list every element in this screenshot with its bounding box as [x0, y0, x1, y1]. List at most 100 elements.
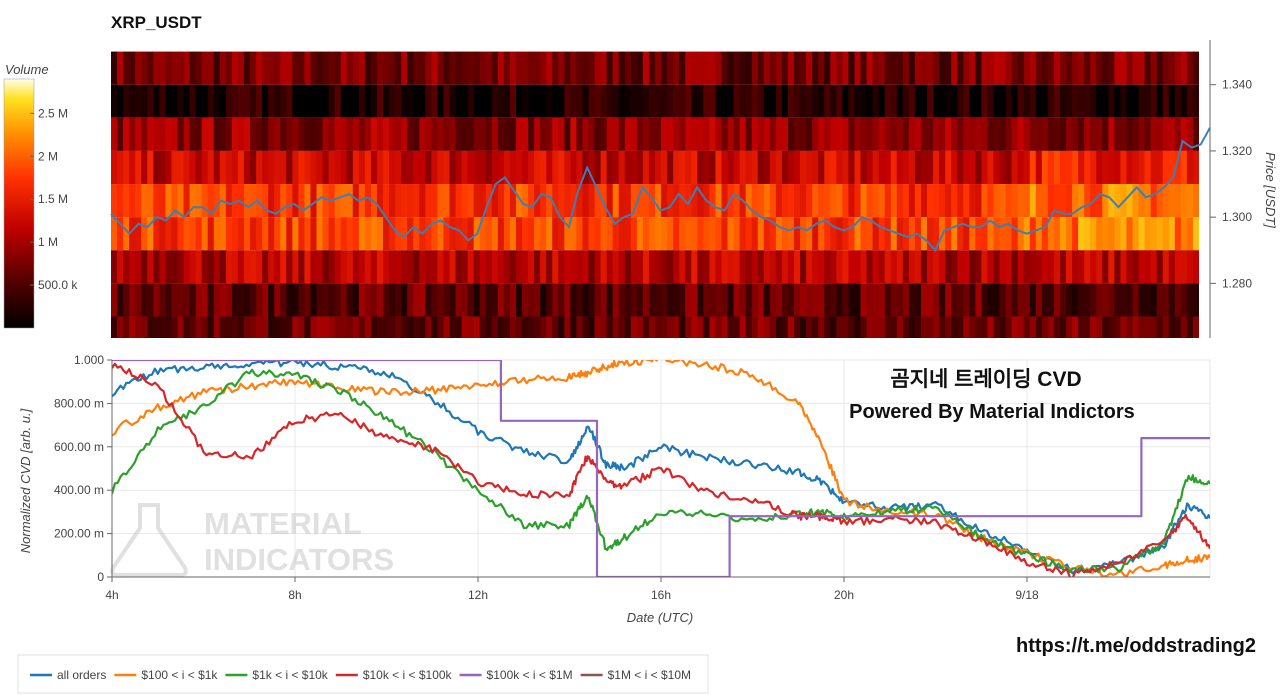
heatmap-cell — [528, 84, 535, 118]
legend-label[interactable]: $1k < i < $10k — [252, 668, 328, 682]
heatmap-cell — [987, 117, 995, 151]
heatmap-cell — [491, 184, 499, 218]
heatmap-cell — [963, 316, 970, 338]
heatmap-cell — [243, 51, 251, 85]
heatmap-cell — [667, 51, 674, 85]
heatmap-cell — [745, 51, 753, 85]
x-tick-label: 12h — [468, 588, 488, 602]
heatmap-cell — [316, 150, 324, 185]
telegram-link[interactable]: https://t.me/oddstrading2 — [1016, 635, 1256, 657]
heatmap-cell — [546, 316, 553, 338]
heatmap-cell — [1084, 184, 1091, 218]
heatmap-cell — [237, 250, 245, 284]
heatmap-cell — [872, 217, 880, 251]
heatmap-cell — [207, 84, 215, 118]
heatmap-cell — [691, 250, 698, 284]
heatmap-cell — [431, 217, 438, 251]
heatmap-cell — [280, 316, 287, 338]
heatmap-cell — [927, 250, 934, 284]
legend-label[interactable]: $100k < i < $1M — [487, 668, 573, 682]
heatmap-cell — [328, 84, 336, 118]
heatmap-cell — [165, 117, 173, 151]
heatmap-cell — [201, 117, 209, 151]
heatmap-cell — [558, 316, 565, 338]
heatmap-cell — [528, 51, 535, 85]
heatmap-cell — [1072, 51, 1079, 85]
heatmap-cell — [812, 84, 819, 118]
heatmap-cell — [1023, 150, 1031, 185]
heatmap-cell — [250, 51, 257, 85]
heatmap-cell — [1156, 250, 1164, 284]
heatmap-cell — [1102, 150, 1109, 185]
legend-label[interactable]: $100 < i < $1k — [141, 668, 218, 682]
heatmap-cell — [413, 316, 420, 338]
heatmap-cell — [582, 283, 590, 317]
heatmap-cell — [413, 117, 420, 151]
heatmap-cell — [721, 250, 729, 284]
legend-label[interactable]: $10k < i < $100k — [363, 668, 453, 682]
heatmap-cell — [243, 150, 251, 185]
heatmap-cell — [431, 84, 438, 118]
heatmap-cell — [195, 250, 203, 284]
heatmap-cell — [908, 84, 916, 118]
heatmap-cell — [624, 316, 632, 338]
heatmap-cell — [111, 184, 118, 218]
heatmap-cell — [1078, 283, 1085, 317]
heatmap-cell — [588, 150, 596, 185]
heatmap-cell — [957, 316, 964, 338]
legend-label[interactable]: $1M < i < $10M — [608, 668, 691, 682]
heatmap-cell — [491, 316, 499, 338]
heatmap-cell — [1005, 117, 1013, 151]
heatmap-cell — [425, 150, 432, 185]
heatmap-cell — [945, 150, 952, 185]
heatmap-cell — [612, 217, 620, 251]
heatmap-cell — [383, 84, 390, 118]
heatmap-cell — [993, 150, 1001, 185]
heatmap-cell — [135, 150, 142, 185]
heatmap-cell — [135, 250, 142, 284]
heatmap-cell — [231, 250, 239, 284]
heatmap-cell — [872, 84, 880, 118]
heatmap-cell — [358, 217, 366, 251]
heatmap-cell — [1138, 84, 1146, 118]
heatmap-cell — [370, 84, 378, 118]
legend-label[interactable]: all orders — [57, 668, 106, 682]
heatmap-cell — [812, 117, 819, 151]
heatmap-cell — [642, 250, 650, 284]
heatmap-cell — [848, 316, 856, 338]
heatmap-cell — [685, 316, 692, 338]
heatmap-cell — [298, 184, 306, 218]
heatmap-cell — [715, 316, 723, 338]
heatmap-cell — [552, 217, 559, 251]
heatmap-cell — [443, 316, 451, 338]
heatmap-cell — [945, 117, 952, 151]
series-line-4 — [112, 360, 1210, 577]
heatmap-cell — [769, 51, 777, 85]
heatmap-cell — [153, 316, 160, 338]
heatmap-cell — [455, 283, 463, 317]
heatmap-cell — [1144, 250, 1152, 284]
heatmap-cell — [1096, 84, 1103, 118]
heatmap-cell — [836, 84, 843, 118]
heatmap-cell — [818, 316, 825, 338]
heatmap-cell — [1072, 184, 1079, 218]
heatmap-cell — [358, 184, 366, 218]
heatmap-cell — [655, 84, 662, 118]
heatmap-cell — [1192, 184, 1199, 218]
heatmap-cell — [528, 316, 535, 338]
heatmap-cell — [129, 51, 136, 85]
heatmap-cell — [775, 51, 783, 85]
heatmap-cell — [1192, 51, 1199, 85]
heatmap-cell — [679, 316, 686, 338]
heatmap-cell — [183, 217, 191, 251]
heatmap-cell — [588, 84, 596, 118]
heatmap-cell — [129, 184, 136, 218]
heatmap-cell — [383, 150, 390, 185]
heatmap-cell — [322, 150, 330, 185]
heatmap-cell — [1174, 51, 1182, 85]
heatmap-cell — [413, 217, 420, 251]
heatmap-cell — [715, 84, 723, 118]
heatmap-cell — [830, 51, 837, 85]
heatmap-cell — [467, 84, 475, 118]
heatmap-cell — [908, 184, 916, 218]
